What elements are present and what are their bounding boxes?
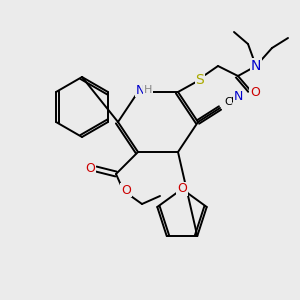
Text: C: C bbox=[224, 97, 232, 107]
Text: N: N bbox=[135, 83, 145, 97]
Text: O: O bbox=[121, 184, 131, 196]
Text: N: N bbox=[251, 59, 261, 73]
Text: H: H bbox=[144, 85, 152, 95]
Text: O: O bbox=[250, 86, 260, 100]
Text: O: O bbox=[177, 182, 187, 196]
Text: O: O bbox=[85, 163, 95, 176]
Text: S: S bbox=[196, 73, 204, 87]
Text: N: N bbox=[233, 89, 243, 103]
